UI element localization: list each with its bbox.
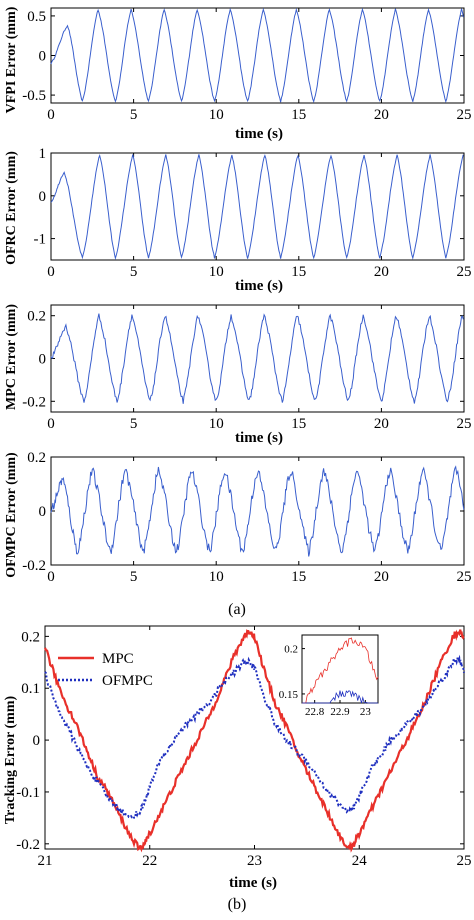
vfpi-y-tick-label: 0 [39, 49, 47, 65]
mpc-x-tick-label: 20 [374, 416, 389, 432]
caption-b: (b) [228, 896, 247, 913]
inset-x-tick-label: 23 [360, 706, 372, 718]
tracking-x-tick-label: 25 [457, 853, 472, 869]
vfpi-error-series-line [50, 7, 464, 104]
inset-y-tick-label: 0.2 [284, 644, 298, 656]
vfpi-x-tick-label: 20 [374, 107, 389, 123]
chart-panel-vfpi: VFPI Error (mm) time (s) [4, 6, 283, 142]
ofrc-y-tick-label: -1 [34, 232, 47, 248]
mpc-x-tick-label: 15 [291, 416, 306, 432]
chart-panel-ofrc: OFRC Error (mm) time (s) [4, 151, 283, 294]
mpc-x-tick-label: 0 [47, 416, 55, 432]
tracking-x-tick-label: 23 [247, 853, 262, 869]
tracking-y-tick-label: -0.1 [16, 785, 40, 801]
legend-label-ofmpc: OFMPC [102, 673, 153, 689]
mpc-y-tick-label: 0.2 [27, 309, 46, 325]
mpc-x-tick-label: 10 [209, 416, 224, 432]
vfpi-x-tick-label: 5 [130, 107, 138, 123]
mpc-x-axis-label: time (s) [235, 430, 283, 446]
tracking-x-axis-label: time (s) [229, 875, 277, 891]
ofrc-x-tick-label: 5 [130, 264, 138, 280]
mpc-y-axis-label: MPC Error (mm) [4, 304, 19, 410]
mpc-x-tick-label: 25 [457, 416, 472, 432]
vfpi-x-tick-label: 10 [209, 107, 224, 123]
chart-panel-ofmpc: OFMPC Error (mm) [4, 452, 19, 578]
legend-label-mpc: MPC [102, 651, 134, 667]
mpc-y-tick-label: -0.2 [22, 394, 46, 410]
inset-series-ofmpc-line [302, 690, 378, 704]
vfpi-y-tick-label: -0.5 [22, 88, 46, 104]
ofrc-y-axis-label: OFRC Error (mm) [4, 151, 19, 265]
ofmpc-x-tick-label: 10 [209, 569, 224, 585]
ofmpc-y-tick-label: 0.2 [27, 450, 46, 466]
tracking-y-tick-label: -0.2 [16, 837, 40, 853]
ofrc-plot-frame [50, 152, 465, 261]
ofmpc-x-tick-label: 25 [457, 569, 472, 585]
vfpi-x-tick-label: 0 [47, 107, 55, 123]
ofmpc-error-series-line [50, 465, 465, 557]
ofmpc-y-axis-label: OFMPC Error (mm) [4, 452, 19, 578]
ofrc-x-tick-label: 15 [291, 264, 306, 280]
inset-series-mpc-line [302, 637, 379, 704]
tracking-series-mpc-line [43, 629, 465, 853]
vfpi-x-axis-label: time (s) [235, 126, 283, 142]
chart-panel-tracking: Tracking Error (mm) time (s) [3, 696, 277, 891]
vfpi-plot-frame [50, 7, 465, 104]
mpc-error-series-line [50, 313, 464, 404]
ofmpc-x-tick-label: 15 [291, 569, 306, 585]
vfpi-y-axis-label: VFPI Error (mm) [4, 6, 19, 113]
inset-frame [301, 634, 379, 704]
ofrc-x-tick-label: 20 [374, 264, 389, 280]
ofrc-y-tick-label: 1 [39, 146, 47, 162]
tracking-x-tick-label: 24 [352, 853, 368, 869]
inset-x-tick-label: 22.9 [330, 706, 350, 718]
ofmpc-x-tick-label: 20 [374, 569, 389, 585]
mpc-x-tick-label: 5 [130, 416, 138, 432]
ofmpc-x-tick-label: 0 [47, 569, 55, 585]
tracking-series-ofmpc-line [44, 654, 465, 819]
tracking-y-tick-label: 0.2 [21, 629, 40, 645]
tracking-x-tick-label: 22 [142, 853, 157, 869]
vfpi-x-tick-label: 15 [291, 107, 306, 123]
inset-x-tick-label: 22.8 [305, 706, 325, 718]
vfpi-y-tick-label: 0.5 [27, 9, 46, 25]
ofrc-y-tick-label: 0 [39, 189, 47, 205]
tracking-y-tick-label: 0 [33, 733, 41, 749]
ofrc-x-tick-label: 0 [47, 264, 55, 280]
tracking-y-tick-label: 0.1 [21, 681, 40, 697]
inset-y-tick-label: 0.15 [279, 689, 299, 701]
ofmpc-y-tick-label: 0 [39, 504, 47, 520]
chart-panel-mpc: MPC Error (mm) time (s) [4, 304, 283, 446]
tracking-x-tick-label: 21 [38, 853, 53, 869]
caption-a: (a) [228, 601, 246, 618]
ofmpc-x-tick-label: 5 [130, 569, 138, 585]
mpc-plot-frame [50, 304, 465, 413]
ofrc-error-series-line [50, 153, 464, 261]
ofmpc-y-tick-label: -0.2 [22, 558, 46, 574]
tracking-y-axis-label: Tracking Error (mm) [3, 696, 18, 825]
ofrc-x-tick-label: 25 [457, 264, 472, 280]
ofrc-x-tick-label: 10 [209, 264, 224, 280]
ofrc-x-axis-label: time (s) [235, 278, 283, 294]
mpc-y-tick-label: 0 [39, 352, 47, 368]
vfpi-x-tick-label: 25 [457, 107, 472, 123]
